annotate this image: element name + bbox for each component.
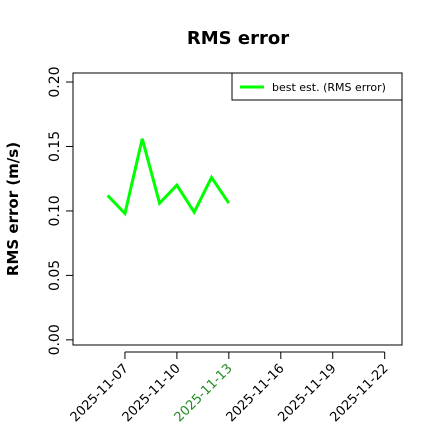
y-tick-label: 0.00: [47, 324, 63, 355]
y-tick-label: 0.10: [47, 195, 63, 226]
chart-title: RMS error: [187, 28, 289, 49]
y-tick-label: 0.05: [47, 260, 63, 291]
y-tick-label: 0.20: [47, 66, 63, 97]
legend-label: best est. (RMS error): [272, 81, 386, 94]
y-tick-label: 0.15: [47, 131, 63, 162]
series-line: [106, 138, 231, 217]
y-axis-label: RMS error (m/s): [4, 142, 22, 276]
